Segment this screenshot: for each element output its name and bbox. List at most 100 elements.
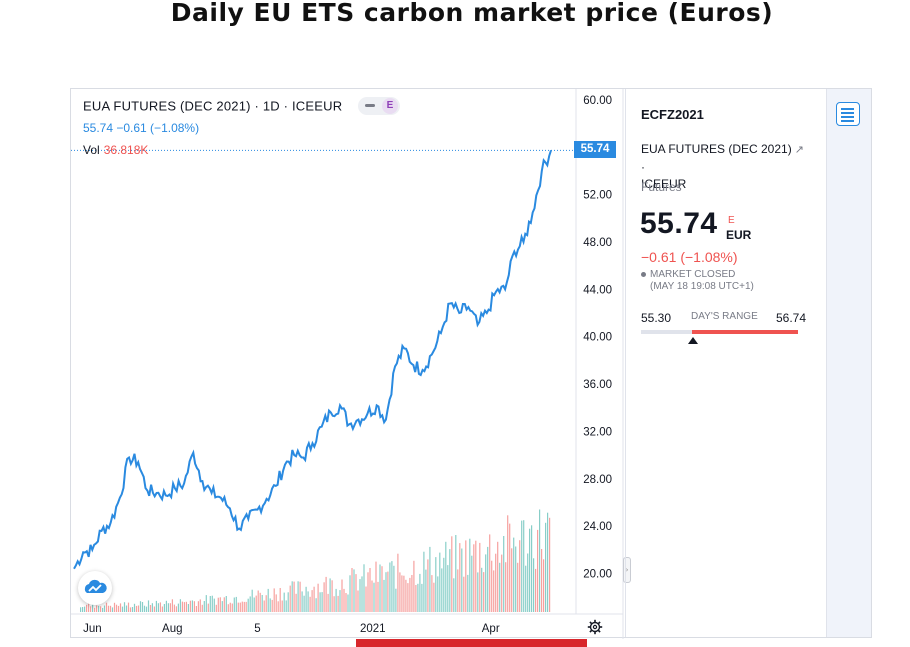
volume-bar: [183, 602, 185, 612]
volume-bar: [92, 603, 94, 612]
volume-bar: [169, 603, 171, 612]
volume-bar: [119, 603, 122, 612]
volume-bar: [327, 593, 329, 612]
volume-bar: [487, 546, 489, 612]
volume-bar: [343, 588, 345, 612]
volume-bar: [507, 515, 509, 612]
volume-bar: [465, 540, 467, 612]
volume-bar: [241, 601, 243, 612]
volume-bar: [185, 601, 187, 612]
volume-bar: [353, 569, 355, 612]
volume-bar: [369, 568, 371, 612]
volume-bar: [125, 605, 128, 612]
price-chart[interactable]: 60.0056.0052.0048.0044.0040.0036.0032.00…: [71, 89, 873, 639]
volume-bar: [295, 593, 297, 612]
y-tick-label: 60.00: [583, 95, 612, 107]
volume-bar: [375, 561, 377, 612]
volume-bar: [293, 581, 295, 612]
volume-bar: [117, 605, 120, 612]
symbol-details-panel: ECFZ2021 EUA FUTURES (DEC 2021) ↗ · ICEEU…: [625, 89, 825, 637]
volume-bar: [535, 568, 537, 612]
volume-bar: [489, 534, 491, 612]
volume-bar: [275, 594, 277, 612]
volume-bar: [451, 536, 453, 612]
volume-bar: [217, 597, 219, 612]
volume-bar: [84, 606, 86, 612]
y-tick-label: 24.00: [583, 521, 612, 533]
volume-bar: [357, 590, 359, 612]
volume-bar: [485, 554, 487, 612]
x-tick-label: Apr: [482, 623, 500, 635]
volume-bar: [347, 594, 349, 612]
volume-bar: [279, 588, 281, 612]
volume-bar: [171, 599, 173, 612]
details-list-icon[interactable]: [836, 102, 860, 126]
volume-bar: [265, 595, 267, 612]
volume-bar: [477, 572, 479, 612]
volume-bar: [539, 509, 541, 612]
volume-bar: [307, 591, 309, 612]
volume-bar: [547, 512, 549, 612]
x-tick-label: Jun: [83, 623, 102, 635]
volume-bar: [205, 595, 207, 612]
volume-bar: [167, 603, 169, 612]
volume-bar: [389, 562, 391, 612]
volume-bar: [153, 606, 155, 612]
volume-bar: [207, 603, 209, 612]
volume-bar: [445, 541, 447, 612]
volume-bar: [509, 523, 511, 612]
volume-bar: [493, 570, 495, 612]
range-marker-icon: [688, 337, 698, 344]
volume-bar: [345, 593, 347, 612]
volume-bar: [355, 574, 357, 612]
volume-bar: [247, 598, 249, 612]
volume-bar: [481, 567, 483, 612]
volume-bar: [381, 566, 383, 612]
volume-bar: [143, 605, 146, 612]
volume-bar: [371, 580, 373, 612]
volume-bar: [141, 602, 144, 612]
volume-bar: [317, 583, 319, 612]
volume-bar: [311, 590, 313, 612]
tradingview-logo-button[interactable]: [78, 571, 112, 605]
volume-bar: [245, 601, 247, 612]
volume-bar: [545, 522, 547, 612]
volume-bar: [433, 582, 435, 612]
y-tick-label: 36.00: [583, 379, 612, 391]
volume-bar: [163, 604, 165, 612]
volume-bar: [225, 596, 227, 612]
y-tick-label: 20.00: [583, 569, 612, 581]
last-price: 55.74: [640, 207, 718, 240]
volume-bar: [139, 601, 142, 612]
y-tick-label: 48.00: [583, 237, 612, 249]
volume-bar: [195, 606, 197, 612]
volume-bar: [155, 600, 157, 612]
volume-bar: [297, 581, 299, 612]
accent-bar: [356, 639, 587, 647]
volume-bar: [351, 568, 353, 612]
settings-gear-icon[interactable]: [587, 619, 603, 635]
legend-quote: 55.74 −0.61 (−1.08%): [83, 121, 200, 135]
volume-bar: [123, 602, 126, 612]
external-link-icon[interactable]: ↗: [794, 144, 804, 156]
volume-bar: [443, 557, 445, 612]
volume-bar: [100, 606, 102, 612]
exchange-badge: E: [381, 98, 398, 114]
y-tick-label: 28.00: [583, 474, 612, 486]
volume-bar: [105, 602, 108, 612]
volume-bar: [269, 598, 271, 612]
volume-bar: [82, 607, 84, 612]
chart-widget[interactable]: 60.0056.0052.0048.0044.0040.0036.0032.00…: [70, 88, 873, 639]
page-title: Daily EU ETS carbon market price (Euros): [170, 0, 774, 27]
volume-bar: [145, 606, 148, 612]
volume-bar: [531, 525, 533, 612]
volume-bar: [491, 560, 493, 612]
volume-bar: [469, 538, 471, 612]
volume-bar: [201, 604, 203, 612]
range-label: DAY'S RANGE: [691, 311, 758, 322]
volume-bar: [253, 597, 255, 612]
panel-collapse-handle[interactable]: ›: [623, 557, 631, 583]
volume-bar: [261, 595, 263, 612]
exchange-pill[interactable]: E: [357, 97, 400, 115]
last-price-badge: 55.74: [574, 141, 616, 158]
